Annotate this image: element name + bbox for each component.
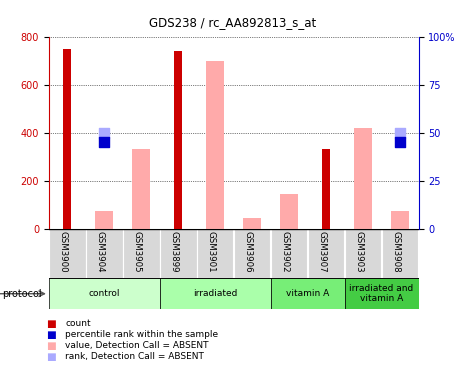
Point bbox=[396, 130, 404, 135]
Text: GSM3908: GSM3908 bbox=[391, 231, 400, 273]
Text: protocol: protocol bbox=[2, 289, 42, 299]
Text: vitamin A: vitamin A bbox=[286, 289, 329, 298]
Bar bbox=[132, 149, 150, 229]
Text: ■: ■ bbox=[46, 341, 56, 351]
Text: ■: ■ bbox=[46, 319, 56, 329]
Bar bbox=[243, 218, 261, 229]
Text: GSM3907: GSM3907 bbox=[317, 231, 326, 273]
FancyBboxPatch shape bbox=[345, 229, 381, 278]
FancyBboxPatch shape bbox=[345, 278, 418, 309]
Text: GSM3904: GSM3904 bbox=[95, 231, 104, 273]
Text: GSM3903: GSM3903 bbox=[354, 231, 363, 273]
Point bbox=[100, 130, 108, 135]
FancyBboxPatch shape bbox=[49, 278, 160, 309]
Text: irradiated and
vitamin A: irradiated and vitamin A bbox=[349, 284, 414, 303]
FancyBboxPatch shape bbox=[49, 229, 86, 278]
Text: rank, Detection Call = ABSENT: rank, Detection Call = ABSENT bbox=[65, 352, 204, 361]
Text: irradiated: irradiated bbox=[193, 289, 237, 298]
Text: ■: ■ bbox=[46, 352, 56, 362]
Text: GSM3899: GSM3899 bbox=[169, 231, 178, 273]
FancyBboxPatch shape bbox=[86, 229, 123, 278]
Bar bbox=[322, 149, 330, 229]
FancyBboxPatch shape bbox=[308, 229, 345, 278]
FancyBboxPatch shape bbox=[197, 229, 233, 278]
FancyBboxPatch shape bbox=[271, 278, 345, 309]
FancyBboxPatch shape bbox=[123, 229, 159, 278]
Bar bbox=[391, 211, 409, 229]
Bar bbox=[95, 211, 113, 229]
Text: count: count bbox=[65, 320, 91, 328]
FancyBboxPatch shape bbox=[234, 229, 271, 278]
Text: GDS238 / rc_AA892813_s_at: GDS238 / rc_AA892813_s_at bbox=[149, 16, 316, 30]
Text: GSM3901: GSM3901 bbox=[206, 231, 215, 273]
Bar bbox=[206, 61, 224, 229]
Text: GSM3905: GSM3905 bbox=[132, 231, 141, 273]
Text: ■: ■ bbox=[46, 330, 56, 340]
Text: GSM3902: GSM3902 bbox=[280, 231, 289, 273]
Bar bbox=[63, 49, 71, 229]
FancyBboxPatch shape bbox=[271, 229, 307, 278]
Text: GSM3906: GSM3906 bbox=[243, 231, 252, 273]
Text: GSM3900: GSM3900 bbox=[58, 231, 67, 273]
Bar bbox=[174, 51, 182, 229]
Text: value, Detection Call = ABSENT: value, Detection Call = ABSENT bbox=[65, 341, 209, 350]
Point bbox=[396, 139, 404, 145]
FancyBboxPatch shape bbox=[382, 229, 418, 278]
Point bbox=[100, 139, 108, 145]
Text: control: control bbox=[88, 289, 120, 298]
Bar bbox=[354, 128, 372, 229]
FancyBboxPatch shape bbox=[160, 229, 197, 278]
Bar bbox=[280, 194, 298, 229]
Text: percentile rank within the sample: percentile rank within the sample bbox=[65, 330, 218, 339]
FancyBboxPatch shape bbox=[160, 278, 271, 309]
